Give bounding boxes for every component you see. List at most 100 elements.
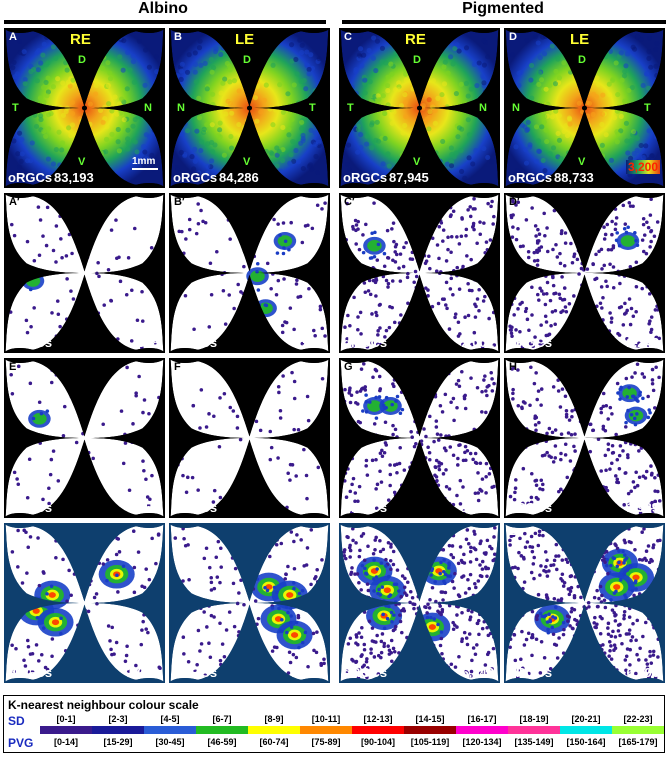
displaced-rgc-dot — [532, 259, 537, 263]
heat-speckle — [204, 170, 211, 176]
displaced-rgc-dot — [614, 238, 619, 243]
displaced-rgc-dot — [382, 641, 387, 646]
displaced-rgc-dot — [348, 489, 353, 494]
displaced-rgc-dot — [529, 500, 534, 505]
displaced-rgc-dot — [27, 457, 32, 462]
displaced-rgc-dot — [412, 280, 416, 284]
displaced-rgc-dot — [268, 554, 272, 559]
displaced-rgc-dot — [530, 545, 535, 549]
cell-count: 84,286 — [219, 170, 259, 185]
displaced-rgc-dot — [637, 449, 641, 453]
displaced-rgc-dot — [382, 644, 386, 649]
displaced-rgc-dot — [509, 331, 514, 335]
displaced-rgc-dot — [385, 616, 390, 621]
displaced-rgc-dot — [637, 557, 642, 562]
displaced-rgc-dot — [530, 285, 534, 289]
displaced-rgc-dot — [196, 202, 200, 206]
displaced-rgc-dot — [603, 428, 608, 433]
heat-speckle — [178, 149, 184, 156]
displaced-rgc-dot — [212, 488, 217, 493]
displaced-rgc-dot — [34, 643, 39, 647]
heat-speckle — [285, 91, 291, 97]
displaced-rgc-dot — [372, 422, 377, 426]
displaced-rgc-dot — [71, 297, 76, 301]
heat-speckle — [34, 78, 40, 84]
heat-speckle — [528, 62, 535, 69]
displaced-rgc-dot — [649, 197, 653, 202]
displaced-rgc-dot — [130, 288, 134, 292]
displaced-rgc-dot — [451, 620, 455, 625]
displaced-rgc-dot — [123, 441, 128, 445]
displaced-rgc-dot — [487, 472, 492, 476]
displaced-rgc-dot — [559, 487, 563, 492]
displaced-rgc-dot — [535, 292, 540, 297]
displaced-rgc-dot — [184, 490, 189, 495]
displaced-rgc-dot — [606, 626, 610, 630]
orient-left-label: N — [512, 102, 520, 114]
displaced-rgc-dot — [365, 657, 369, 661]
cell-type-label: dRGCs — [508, 335, 553, 350]
optic-disc — [416, 105, 423, 111]
heat-speckle — [462, 175, 468, 181]
displaced-rgc-dot — [478, 461, 483, 466]
displaced-rgc-dot — [384, 395, 389, 400]
retina-flatmount — [4, 358, 165, 518]
displaced-rgc-dot — [565, 560, 570, 565]
heat-speckle — [640, 82, 646, 89]
displaced-rgc-dot — [364, 393, 368, 397]
displaced-rgc-dot — [640, 558, 645, 562]
displaced-rgc-dot — [451, 627, 456, 632]
heat-speckle — [591, 91, 597, 97]
heat-speckle — [653, 63, 659, 69]
displaced-rgc-dot — [393, 260, 398, 264]
displaced-rgc-dot — [514, 203, 518, 207]
displaced-rgc-dot — [351, 659, 355, 663]
heat-speckle — [192, 69, 198, 75]
displaced-rgc-dot — [567, 418, 572, 422]
displaced-rgc-dot — [638, 393, 642, 397]
displaced-rgc-dot — [286, 471, 290, 475]
displaced-rgc-dot — [374, 395, 378, 400]
displaced-rgc-dot — [455, 625, 459, 629]
displaced-rgc-dot — [616, 391, 620, 395]
displaced-rgc-dot — [280, 323, 285, 328]
displaced-rgc-dot — [644, 658, 648, 662]
displaced-rgc-dot — [439, 461, 444, 466]
panel-label: H — [509, 361, 517, 373]
heat-speckle — [208, 56, 214, 62]
heat-speckle — [535, 40, 541, 46]
panel-label: I — [9, 526, 13, 538]
displaced-rgc-dot — [511, 199, 515, 204]
displaced-rgc-dot — [434, 458, 439, 463]
displaced-rgc-dot — [466, 578, 470, 582]
displaced-rgc-dot — [599, 247, 604, 252]
displaced-rgc-dot — [599, 410, 604, 415]
displaced-rgc-dot — [434, 425, 439, 429]
displaced-rgc-dot — [395, 394, 400, 399]
displaced-rgc-dot — [115, 256, 119, 260]
displaced-rgc-dot — [612, 648, 616, 652]
displaced-rgc-dot — [302, 447, 306, 452]
displaced-rgc-dot — [239, 578, 243, 583]
heat-speckle — [105, 82, 111, 88]
displaced-rgc-dot — [315, 630, 319, 634]
displaced-rgc-dot — [615, 546, 620, 551]
displaced-rgc-dot — [536, 543, 541, 548]
displaced-rgc-dot — [320, 376, 325, 381]
displaced-rgc-dot — [140, 584, 144, 588]
heat-speckle — [599, 111, 606, 117]
displaced-rgc-dot — [650, 504, 655, 509]
heat-speckle — [93, 83, 99, 89]
heat-speckle — [594, 75, 600, 81]
displaced-rgc-dot — [215, 250, 219, 254]
displaced-rgc-dot — [92, 595, 97, 600]
displaced-rgc-dot — [221, 288, 226, 293]
displaced-rgc-dot — [634, 587, 638, 591]
displaced-rgc-dot — [202, 556, 207, 561]
displaced-rgc-dot — [633, 231, 637, 235]
heat-speckle — [179, 131, 185, 137]
displaced-rgc-dot — [383, 406, 387, 410]
displaced-rgc-dot — [473, 532, 477, 536]
displaced-rgc-dot — [405, 580, 410, 585]
